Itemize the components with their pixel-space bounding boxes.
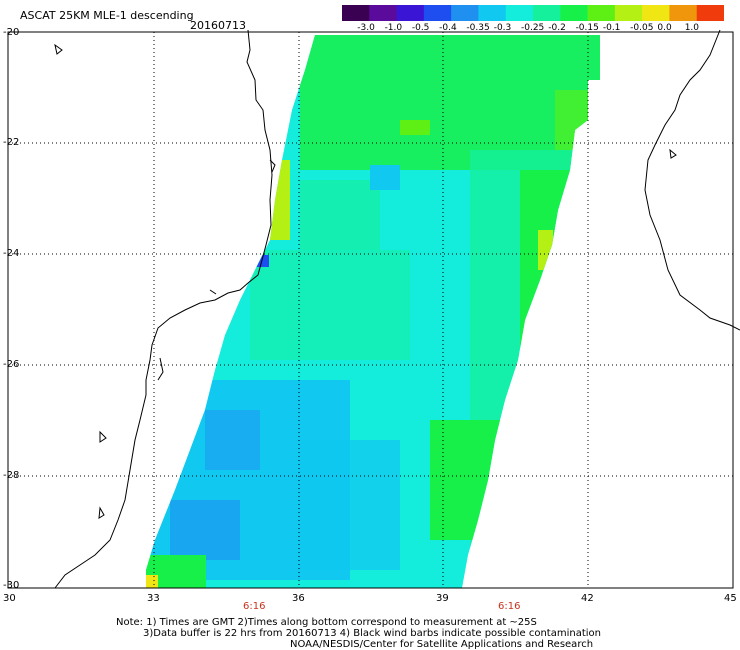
color-scale-label: -0.25: [521, 23, 545, 33]
lon-label-42: 42: [581, 593, 594, 604]
note-line-1: Note: 1) Times are GMT 2)Times along bot…: [116, 617, 537, 628]
lat-label-26: -26: [3, 359, 20, 370]
lon-label-39: 39: [436, 593, 449, 604]
lat-label-30: -30: [3, 580, 20, 591]
lat-label-28: -28: [3, 470, 20, 481]
color-scale-label: -0.1: [602, 23, 621, 33]
note-line-2: 3)Data buffer is 22 hrs from 20160713 4)…: [143, 628, 601, 639]
color-scale-label: -1.0: [384, 23, 403, 33]
color-scale-label: 0.0: [657, 23, 672, 33]
lat-lon-grid: [8, 32, 733, 588]
lat-label-20: -20: [3, 27, 20, 38]
color-scale-swatch: [369, 5, 398, 21]
map-date: 20160713: [190, 19, 246, 32]
color-scale-swatch: [696, 5, 724, 21]
color-scale-swatch: [505, 5, 534, 21]
map-frame: [7, 31, 734, 589]
color-scale-swatch: [533, 5, 561, 21]
color-scale-swatch: [396, 5, 425, 21]
color-scale-label: -0.35: [466, 23, 490, 33]
color-scale-label: -0.15: [575, 23, 599, 33]
color-scale-swatch: [342, 5, 370, 21]
color-scale-label: -0.4: [439, 23, 457, 33]
color-scale-swatch: [451, 5, 480, 21]
lon-label-30: 30: [3, 593, 16, 604]
time-label-left: 6:16: [243, 601, 266, 612]
color-scale-label: -0.5: [411, 23, 430, 33]
wind-swath: [146, 35, 600, 588]
color-scale-swatch: [560, 5, 589, 21]
color-scale-label: 1.0: [684, 23, 700, 33]
color-scale-swatch: [642, 5, 671, 21]
color-scale-swatch: [423, 5, 452, 21]
color-scale-swatch: [587, 5, 616, 21]
color-scale-label: -0.3: [493, 23, 512, 33]
color-scale-bar: [342, 5, 724, 21]
lat-label-22: -22: [3, 137, 20, 148]
lon-label-36: 36: [292, 593, 305, 604]
time-label-right: 6:16: [498, 601, 521, 612]
color-scale-label: -0.05: [630, 23, 654, 33]
color-scale-swatch: [614, 5, 643, 21]
note-line-3: NOAA/NESDIS/Center for Satellite Applica…: [290, 639, 594, 650]
color-scale-label: -3.0: [357, 23, 375, 33]
map-title: ASCAT 25KM MLE-1 descending: [20, 9, 194, 22]
lat-label-24: -24: [3, 248, 20, 259]
lon-label-33: 33: [147, 593, 160, 604]
color-scale-swatch: [478, 5, 507, 21]
color-scale-swatch: [669, 5, 698, 21]
lon-label-45: 45: [724, 593, 737, 604]
coastline: [54, 29, 740, 589]
color-scale-label: -0.2: [548, 23, 566, 33]
